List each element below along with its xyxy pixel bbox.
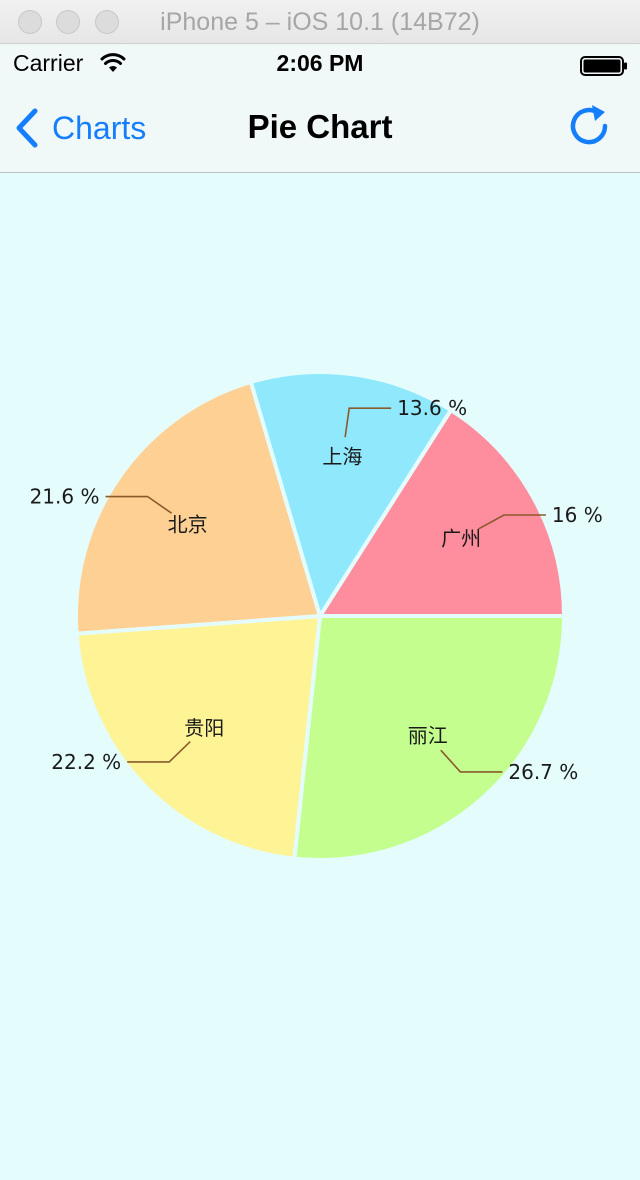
navigation-bar: Charts Pie Chart xyxy=(0,84,640,173)
status-bar: Carrier 2:06 PM xyxy=(0,44,640,84)
carrier-label: Carrier xyxy=(13,50,84,76)
battery-icon xyxy=(580,56,627,76)
refresh-icon xyxy=(570,105,608,145)
back-button[interactable]: Charts xyxy=(14,104,146,152)
leader-line xyxy=(105,495,173,514)
chevron-left-icon xyxy=(16,108,38,148)
leader-line xyxy=(344,407,392,438)
leader-line xyxy=(127,740,191,763)
status-time: 2:06 PM xyxy=(276,50,364,76)
slice-value-label: 16 % xyxy=(552,503,603,527)
slice-label: 贵阳 xyxy=(184,716,224,740)
simulator-title-bar: iPhone 5 – iOS 10.1 (14B72) xyxy=(0,0,640,44)
slice-value-label: 21.6 % xyxy=(30,485,100,509)
slice-label: 广州 xyxy=(441,526,481,550)
wifi-icon xyxy=(100,53,126,72)
page-title: Pie Chart xyxy=(247,108,393,145)
slice-label: 上海 xyxy=(322,445,362,469)
window-zoom-button[interactable] xyxy=(95,10,119,34)
pie-slice[interactable] xyxy=(292,614,566,862)
refresh-button[interactable] xyxy=(566,102,614,150)
slice-label: 北京 xyxy=(168,512,208,536)
slice-value-label: 26.7 % xyxy=(508,760,578,784)
pie-slice[interactable] xyxy=(74,379,322,636)
pie-chart-area: 丽江 26.7 % 贵阳 22.2 % 北京 21.6 % 上海 13.6 % 广州 16 % xyxy=(0,173,640,1180)
leader-line xyxy=(477,514,546,530)
pie-slice[interactable] xyxy=(318,408,566,618)
pie-slice[interactable] xyxy=(248,370,453,618)
slice-value-label: 22.2 % xyxy=(51,750,121,774)
window-title: iPhone 5 – iOS 10.1 (14B72) xyxy=(160,8,480,36)
window-minimize-button[interactable] xyxy=(56,10,80,34)
pie-slice[interactable] xyxy=(74,614,322,861)
slice-label: 丽江 xyxy=(408,724,448,748)
leader-line xyxy=(440,749,503,773)
window-close-button[interactable] xyxy=(18,10,42,34)
back-button-label: Charts xyxy=(52,109,147,146)
